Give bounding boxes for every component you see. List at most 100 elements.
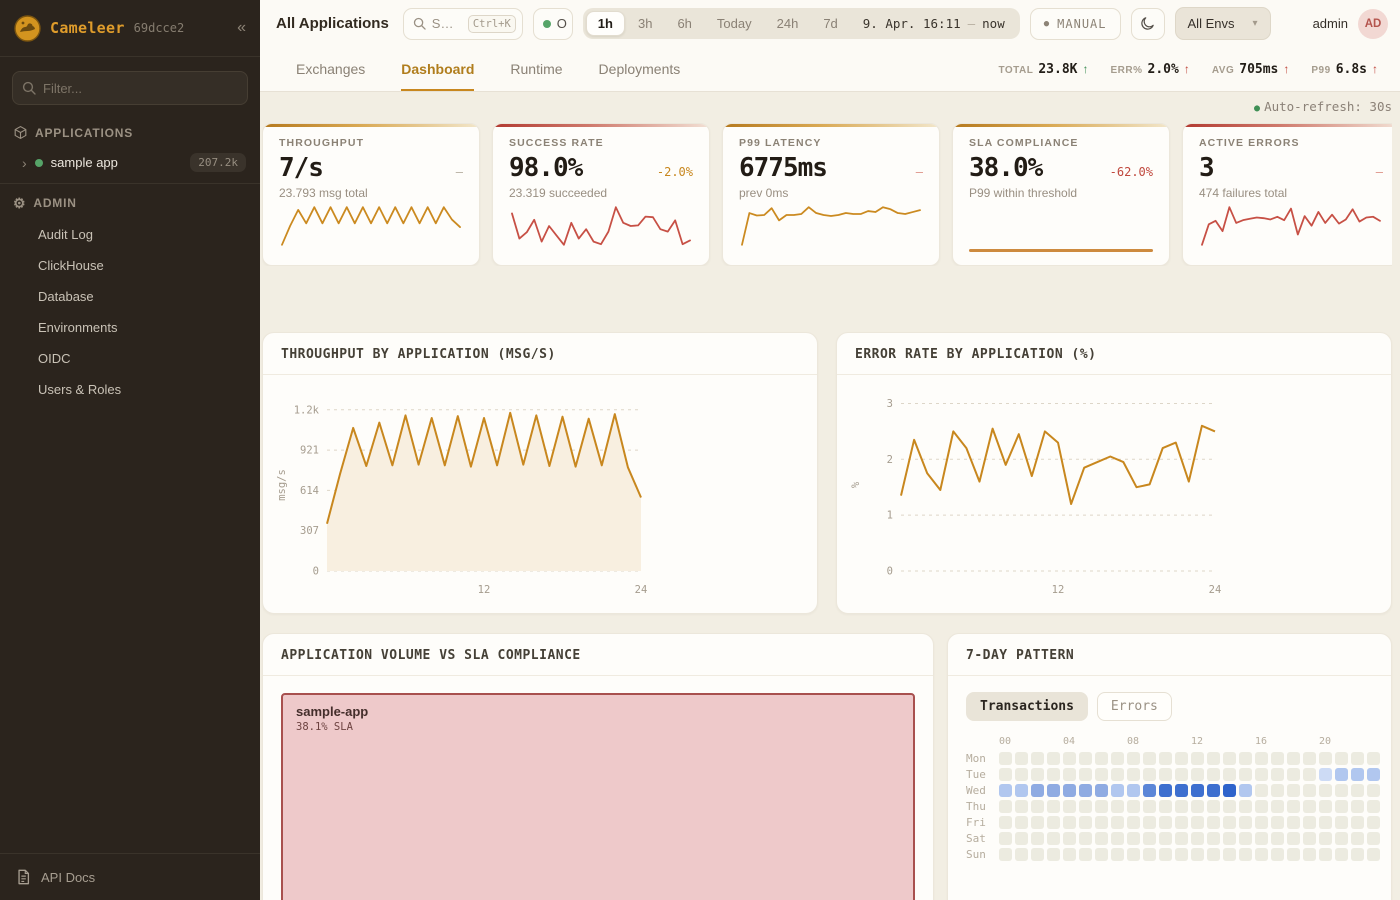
heatmap-hour-label [1015,736,1028,749]
svg-text:%: % [850,481,862,488]
heatmap-cell [1335,752,1348,765]
heatmap-cell [1143,768,1156,781]
tab-runtime[interactable]: Runtime [510,61,563,77]
online-status-button[interactable]: O [532,7,573,40]
chevron-right-icon[interactable]: › [22,154,27,171]
heatmap-cell [1063,816,1076,829]
heatmap-cell [1319,800,1332,813]
heatmap-cell [1255,800,1268,813]
kpi-card-success-rate[interactable]: SUCCESS RATE 98.0% -2.0% 23.319 succeede… [492,123,710,266]
toggle-errors[interactable]: Errors [1096,692,1172,721]
kpi-card-active-errors[interactable]: ACTIVE ERRORS 3 – 474 failures total [1182,123,1392,266]
tab-deployments[interactable]: Deployments [598,61,681,77]
heatmap-cell [1159,800,1172,813]
heatmap-cell [1015,752,1028,765]
sidebar-item-sample-app[interactable]: › sample app 207.2k [0,149,260,183]
kpi-sparkline [1201,206,1381,246]
page-title: All Applications [276,15,389,32]
heatmap-cell [1367,784,1380,797]
throughput-chart: 0 307 614 921 1.2k 12 24 msg/s [263,375,817,606]
heatmap-cell [1095,768,1108,781]
heatmap-cell [1127,832,1140,845]
filter-input[interactable] [12,71,248,105]
heatmap-cell [1031,816,1044,829]
heatmap-day-label: Thu [966,800,986,813]
toggle-transactions[interactable]: Transactions [966,692,1088,721]
heatmap-cell [1079,848,1092,861]
heatmap-cell [1159,784,1172,797]
sidebar-item-environments[interactable]: Environments [38,320,118,335]
heatmap-cell [1271,832,1284,845]
card-accent-bar [263,124,479,127]
kpi-card-throughput[interactable]: THROUGHPUT 7/s – 23.793 msg total [262,123,480,266]
sidebar-filter [12,71,248,105]
time-range-option[interactable]: 3h [637,16,653,31]
heatmap-day-label: Mon [966,752,986,765]
heatmap-cell [1207,784,1220,797]
heatmap-cell [1207,800,1220,813]
svg-text:1.2k: 1.2k [294,404,320,416]
heatmap-cell [1095,816,1108,829]
time-range-option[interactable]: 24h [776,16,799,31]
heatmap-cell [1127,848,1140,861]
heatmap-cell [1287,816,1300,829]
kpi-card-p99-latency[interactable]: P99 LATENCY 6775ms – prev 0ms [722,123,940,266]
heatmap-cell [1239,816,1252,829]
trend-up-icon: ↑ [1082,61,1089,76]
stat-total: TOTAL 23.8K ↑ [998,61,1089,77]
heatmap-cell [1351,848,1364,861]
heatmap-cell [999,832,1012,845]
sidebar-item-api-docs[interactable]: API Docs [0,853,260,900]
heatmap-cell [1303,816,1316,829]
avatar[interactable]: AD [1358,8,1388,39]
heatmap-cell [1271,848,1284,861]
sidebar-item-oidc[interactable]: OIDC [38,351,71,366]
summary-stats: TOTAL 23.8K ↑ ERR% 2.0% ↑ AVG 705ms ↑ P9… [998,47,1378,91]
svg-text:614: 614 [300,485,319,497]
time-range-option[interactable]: Today [716,16,752,31]
sidebar-item-users-roles[interactable]: Users & Roles [38,382,122,397]
manual-mode-button[interactable]: ● MANUAL [1029,7,1121,40]
heatmap-cell [1239,800,1252,813]
treemap-node-sample-app[interactable]: sample-app 38.1% SLA [281,693,915,900]
heatmap-cell [1255,752,1268,765]
sidebar-item-audit-log[interactable]: Audit Log [38,227,93,242]
environment-select[interactable]: All Envs ▾ [1174,7,1271,40]
heatmap-cell [999,752,1012,765]
kpi-card-sla-compliance[interactable]: SLA COMPLIANCE 38.0% -62.0% P99 within t… [952,123,1170,266]
heatmap-hour-label [1175,736,1188,749]
heatmap-cell [1207,848,1220,861]
heatmap-cell [1271,752,1284,765]
tab-exchanges[interactable]: Exchanges [296,61,366,77]
heatmap-cell [1047,784,1060,797]
heatmap-cell [1287,832,1300,845]
pattern-heatmap: 00 04 08 12 16 20 Mon Tue Wed Thu Fri Sat Sun [966,736,1380,861]
heatmap-cell [1223,768,1236,781]
dark-mode-toggle[interactable] [1130,7,1165,40]
heatmap-cell [1111,784,1124,797]
time-range-option[interactable]: 6h [677,16,692,31]
heatmap-cell [1207,768,1220,781]
app-version-hash: 69dcce2 [133,21,185,35]
search-box[interactable]: S… Ctrl+K [402,7,523,40]
heatmap-cell [1303,800,1316,813]
heatmap-cell [999,784,1012,797]
heatmap-cell [1239,768,1252,781]
sidebar-item-clickhouse[interactable]: ClickHouse [38,258,104,273]
tab-dashboard[interactable]: Dashboard [401,47,475,91]
seven-day-pattern-panel: 7-DAY PATTERN Transactions Errors 00 04 08… [947,633,1392,900]
heatmap-cell [1143,848,1156,861]
heatmap-day-label: Sun [966,848,986,861]
date-range-display[interactable]: 9. Apr. 16:11 – now [862,16,1005,31]
time-range-option[interactable]: 1h [585,11,625,36]
heatmap-cell [1335,800,1348,813]
search-placeholder: S… [431,16,454,31]
kpi-subtext: 23.319 succeeded [509,186,608,200]
cube-icon [14,126,27,139]
heatmap-cell [1255,816,1268,829]
heatmap-hour-label [1159,736,1172,749]
heatmap-cell [1111,768,1124,781]
sidebar-item-database[interactable]: Database [38,289,94,304]
time-range-option[interactable]: 7d [823,16,838,31]
collapse-sidebar-button[interactable]: « [237,19,246,36]
